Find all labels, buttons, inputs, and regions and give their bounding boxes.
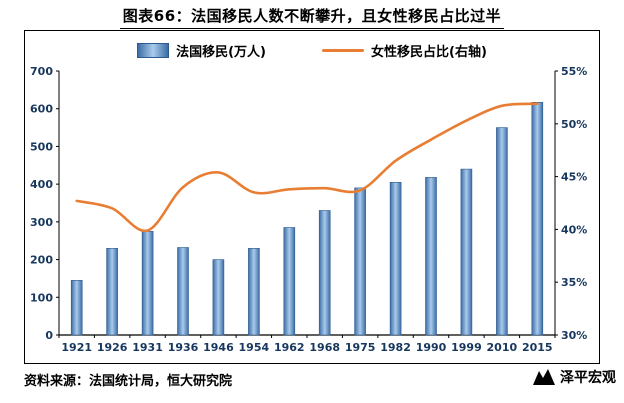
x-axis-label: 1999: [451, 341, 482, 354]
x-axis-label: 1975: [345, 341, 376, 354]
bar-series-label: 法国移民(万人): [176, 45, 266, 60]
line-series-label: 女性移民占比(右轴): [371, 45, 487, 60]
bar-1999: [460, 168, 473, 336]
bar-1946: [212, 259, 225, 336]
x-axis-label: 1962: [274, 341, 305, 354]
bar-1926: [106, 248, 118, 336]
chart-frame: 法国移民(万人) 女性移民占比(右轴) 0 100 200 300 400 500 600 7…: [24, 30, 600, 364]
chart-title: 图表66：法国移民人数不断攀升，且女性移民占比过半: [119, 5, 505, 29]
right-axis-label: 45%: [561, 171, 587, 184]
x-axis-label: 1946: [203, 341, 234, 354]
right-axis-label: 50%: [561, 118, 587, 131]
left-axis-label: 300: [30, 216, 53, 229]
legend: 法国移民(万人) 女性移民占比(右轴): [25, 41, 599, 60]
right-axis-label: 55%: [561, 65, 587, 78]
left-axis-label: 400: [30, 178, 53, 191]
x-axis-label: 1926: [97, 341, 128, 354]
x-axis-label: 1954: [239, 341, 270, 354]
x-axis-label: 1921: [61, 341, 92, 354]
left-axis-label: 500: [30, 140, 53, 153]
left-axis-label: 200: [30, 254, 53, 267]
title-row: 图表66：法国移民人数不断攀升，且女性移民占比过半: [0, 5, 624, 29]
line-series-swatch: [322, 49, 364, 52]
brand-name: 泽平宏观: [560, 370, 616, 386]
right-axis-label: 30%: [561, 329, 587, 342]
x-axis-label: 1982: [380, 341, 411, 354]
left-axis-label: 100: [30, 291, 53, 304]
bar-1954: [248, 248, 260, 336]
x-axis-label: 1968: [309, 341, 340, 354]
bar-2015: [531, 102, 544, 336]
left-axis-label: 600: [30, 103, 53, 116]
chart-plot: 0 100 200 300 400 500 600 700 30% 35% 40% 45% 50% 55%…: [30, 65, 587, 354]
left-axis-label: 0: [45, 329, 53, 342]
bar-1936: [177, 247, 189, 336]
bar-2010: [496, 127, 508, 336]
x-axis-label: 1936: [168, 341, 199, 354]
bar-1990: [425, 177, 437, 336]
bar-1975: [354, 187, 366, 336]
x-axis-label: 1990: [416, 341, 447, 354]
brand: 泽平宏观: [533, 367, 616, 387]
x-axis-label: 2010: [487, 341, 518, 354]
female-share-line: [75, 102, 539, 233]
right-axis-label: 40%: [561, 223, 587, 236]
bar-1921: [70, 280, 83, 336]
legend-item-bars: 法国移民(万人): [137, 41, 266, 60]
bar-1962: [283, 227, 296, 336]
bar-1931: [141, 231, 154, 336]
bar-1982: [389, 182, 402, 336]
legend-item-line: 女性移民占比(右轴): [322, 41, 487, 60]
brand-logo: [533, 369, 555, 385]
x-axis-label: 2015: [522, 341, 553, 354]
left-axis-label: 700: [30, 65, 53, 78]
right-axis-label: 35%: [561, 276, 587, 289]
x-axis-label: 1931: [132, 341, 163, 354]
bar-1968: [318, 210, 331, 336]
bar-series-swatch: [137, 43, 170, 58]
source-note: 资料来源：法国统计局，恒大研究院: [24, 374, 233, 389]
